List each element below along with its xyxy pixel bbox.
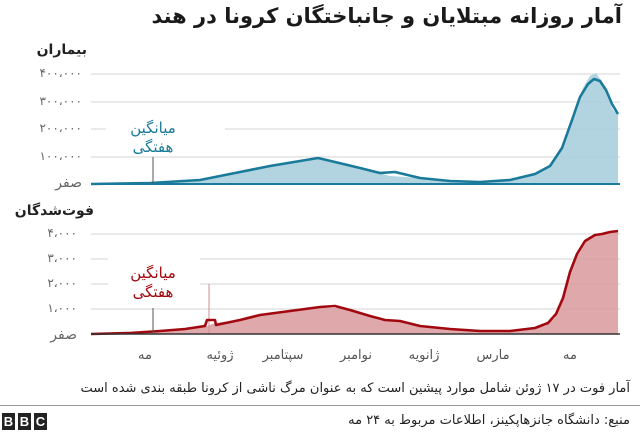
deaths-ytick-3000: ۳،۰۰۰ — [47, 251, 77, 265]
source-text: منبع: دانشگاه جانزهاپکینز، اطلاعات مربوط… — [348, 413, 630, 428]
cases-gridlines — [91, 73, 620, 158]
bbc-logo-letter: C — [34, 413, 47, 430]
deaths-daily-bars — [91, 231, 618, 334]
xtick-november: نوامبر — [339, 348, 373, 363]
bbc-logo: B B C — [2, 413, 47, 430]
deaths-ytick-zero: صفر — [50, 327, 77, 343]
footnote: آمار فوت در ۱۷ ژوئن شامل موارد پیشین است… — [80, 381, 631, 396]
footer-divider — [0, 405, 640, 406]
xtick-september: سپتامبر — [262, 348, 304, 363]
deaths-weekly-average-line — [90, 229, 619, 336]
deaths-ytick-1000: ۱،۰۰۰ — [47, 301, 77, 315]
xtick-may-2021: مه — [563, 348, 577, 363]
cases-ytick-400k: ۴۰۰،۰۰۰ — [39, 66, 82, 80]
deaths-annotation-line2: هفتگی — [132, 283, 174, 301]
deaths-gridlines — [91, 233, 620, 310]
cases-ytick-100k: ۱۰۰،۰۰۰ — [39, 149, 82, 163]
cases-ytick-200k: ۲۰۰،۰۰۰ — [39, 121, 82, 135]
xtick-january: ژانویه — [408, 348, 440, 363]
deaths-annotation: میانگین هفتگی — [118, 264, 188, 302]
xtick-may-2020: مه — [138, 348, 152, 363]
deaths-annotation-line1: میانگین — [130, 264, 176, 282]
cases-annotation-line2: هفتگی — [132, 138, 174, 156]
xtick-march: مارس — [476, 348, 510, 363]
cases-ytick-300k: ۳۰۰،۰۰۰ — [39, 94, 82, 108]
cases-weekly-average-line — [90, 77, 620, 186]
xtick-july: ژوئیه — [206, 348, 234, 363]
bbc-logo-letter: B — [18, 413, 31, 430]
cases-annotation-line1: میانگین — [130, 119, 176, 137]
cases-daily-bars — [91, 73, 618, 184]
bbc-logo-letter: B — [2, 413, 15, 430]
cases-panel-label: بیماران — [36, 42, 87, 58]
cases-ytick-zero: صفر — [55, 175, 82, 191]
deaths-ytick-4000: ۴،۰۰۰ — [47, 226, 77, 240]
deaths-panel-label: فوت‌شدگان — [14, 203, 94, 219]
chart-title: آمار روزانه مبتلایان و جانباختگان کرونا … — [151, 4, 622, 28]
cases-annotation: میانگین هفتگی — [118, 119, 188, 157]
deaths-ytick-2000: ۲،۰۰۰ — [47, 276, 77, 290]
